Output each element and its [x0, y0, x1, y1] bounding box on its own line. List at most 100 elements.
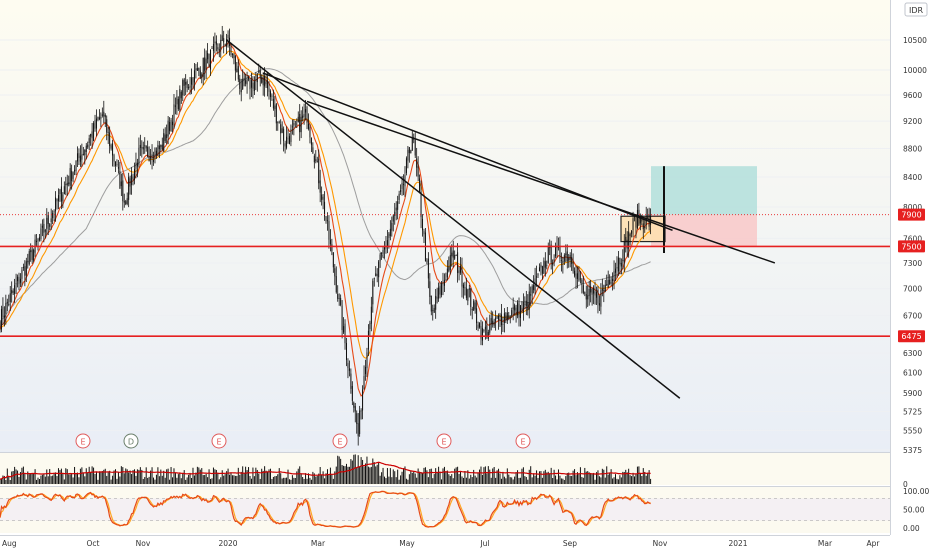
candle-body [132, 176, 134, 180]
candle-body [145, 145, 147, 149]
candle-body [519, 305, 521, 318]
candle-body [328, 221, 330, 240]
volume-bar [473, 469, 475, 484]
candle [103, 100, 105, 124]
candle [252, 76, 254, 99]
candle-body [212, 43, 214, 51]
candle-body [571, 257, 573, 264]
candle-body [283, 128, 285, 141]
volume-bar [71, 473, 73, 484]
volume-bar [381, 472, 383, 484]
volume-bar [519, 477, 521, 484]
candle [132, 173, 134, 186]
candle [324, 191, 326, 221]
candle [549, 239, 551, 256]
candle-body [348, 368, 350, 371]
volume-bar [24, 473, 26, 484]
candle-body [150, 156, 152, 159]
volume-bar [487, 466, 489, 484]
candle-body [189, 85, 191, 88]
volume-bar [483, 467, 485, 484]
candle [69, 163, 71, 191]
volume-bar [81, 467, 83, 484]
volume-bar [522, 467, 524, 484]
candle [24, 260, 26, 287]
candle [129, 175, 131, 195]
candle [210, 49, 212, 76]
candle-body [112, 143, 114, 156]
candle-body [631, 230, 633, 234]
candle [489, 314, 491, 335]
volume-bar [278, 468, 280, 484]
volume-bar [65, 468, 67, 484]
candle-body [106, 119, 108, 133]
candle [426, 258, 428, 265]
candle-body [362, 389, 364, 411]
volume-bar [95, 471, 97, 484]
candle-body [114, 161, 116, 167]
volume-bar [518, 477, 520, 484]
candle-body [410, 150, 412, 154]
volume-bar [503, 476, 505, 484]
candle-body [297, 116, 299, 123]
candle [543, 257, 545, 275]
candle-body [62, 194, 64, 202]
candle-body [556, 246, 558, 248]
candle-body [518, 303, 520, 318]
volume-bar [344, 466, 346, 484]
candle [622, 249, 624, 270]
volume-bar [230, 472, 232, 484]
candle [479, 322, 481, 329]
candle [272, 89, 274, 111]
volume-bar [423, 467, 425, 484]
candle-body [128, 176, 130, 200]
price-label-box [898, 240, 925, 253]
volume-bar [234, 475, 236, 484]
candle-body [5, 303, 7, 314]
candle-body [255, 79, 257, 81]
volume-bar [392, 469, 394, 484]
volume-bar [179, 472, 181, 484]
candle [619, 257, 621, 275]
candle [274, 95, 276, 117]
candle-body [360, 410, 362, 412]
candle [19, 273, 21, 287]
candle [508, 312, 510, 321]
candle-body [19, 278, 21, 283]
candle-body [591, 288, 593, 295]
earnings-marker-label: D [128, 438, 134, 447]
candle-body [341, 305, 343, 331]
volume-bar [427, 477, 429, 484]
candle [157, 140, 159, 157]
volume-bar [296, 471, 298, 484]
volume-bar [354, 454, 356, 484]
candle-body [442, 283, 444, 285]
candle [452, 240, 454, 268]
candle [531, 284, 533, 305]
candle-body [185, 82, 187, 85]
candle [498, 313, 500, 330]
volume-bar [391, 477, 393, 484]
candle-body [332, 252, 334, 268]
volume-bar [593, 472, 595, 484]
candle [458, 266, 460, 281]
volume-pane [0, 452, 890, 485]
volume-bar [198, 467, 200, 484]
candle-body [470, 288, 472, 307]
candle [305, 100, 307, 121]
candle [493, 318, 495, 328]
candle-body [281, 128, 283, 133]
candle-body [405, 158, 407, 173]
candle [85, 143, 87, 160]
volume-bar [265, 470, 267, 484]
candle [559, 236, 561, 263]
earnings-marker: D [123, 433, 139, 449]
candle-body [367, 330, 369, 350]
candle-body [417, 166, 419, 177]
candle [357, 413, 359, 446]
candle [186, 79, 188, 93]
candle-body [85, 145, 87, 152]
volume-bar [468, 478, 470, 484]
candle-body [107, 132, 109, 134]
candle [354, 402, 356, 423]
